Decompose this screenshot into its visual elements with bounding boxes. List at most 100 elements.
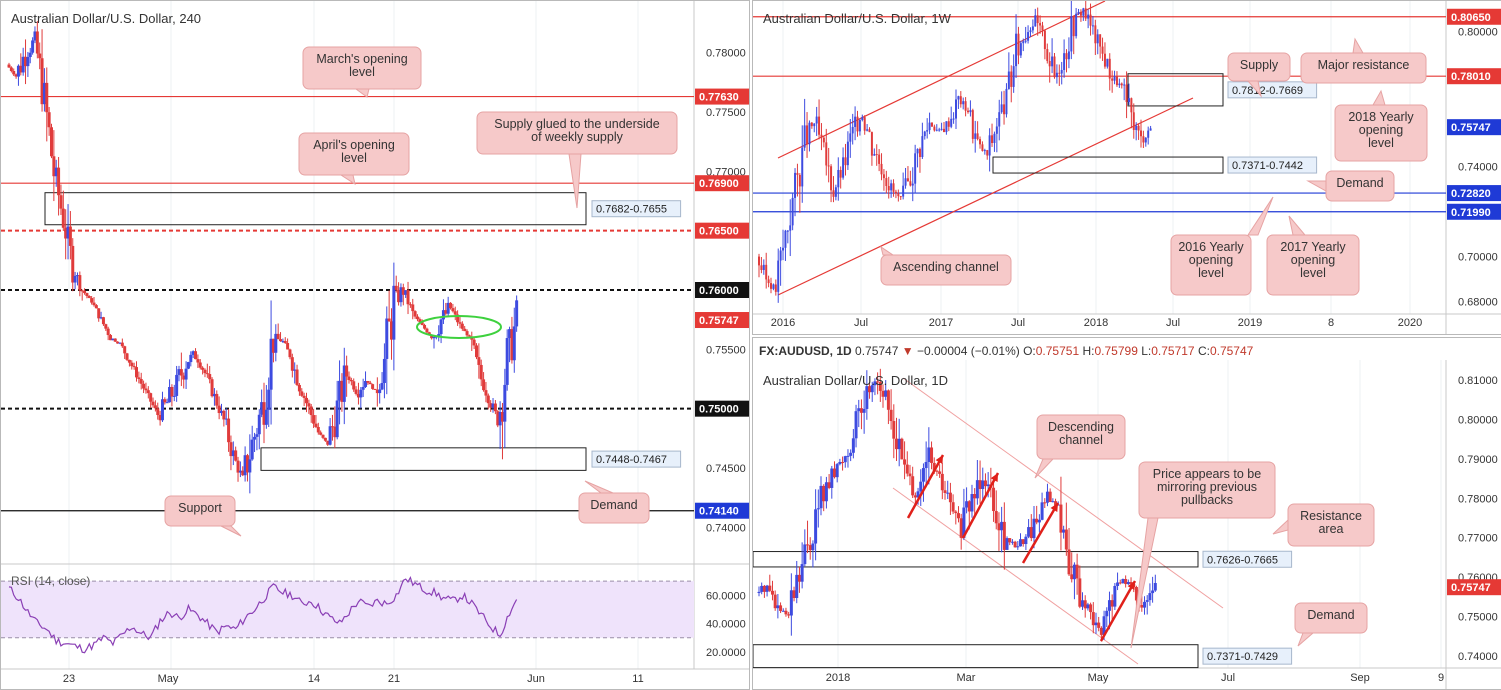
weekly-candle — [950, 118, 953, 127]
daily-symbol: FX:AUDUSD, 1D — [759, 344, 852, 358]
daily-chart-svg[interactable]: 0.810000.800000.790000.780000.770000.760… — [753, 338, 1501, 689]
h4-price-label-bg — [695, 400, 749, 417]
h4-candle — [385, 318, 389, 359]
h4-candle — [309, 406, 313, 416]
h4-candle — [257, 414, 261, 435]
weekly-price-label-bg — [1447, 8, 1501, 25]
daily-info-bar: FX:AUDUSD, 1D 0.75747 ▼ −0.00004 (−0.01%… — [759, 344, 1254, 358]
daily-resistance-zone-label-bg — [1202, 550, 1293, 568]
h4-candle — [439, 319, 443, 335]
daily-candle — [1116, 582, 1120, 586]
weekly-candle — [1017, 33, 1020, 56]
weekly-y-tick: 0.74000 — [1458, 162, 1498, 174]
daily-candle — [1021, 539, 1025, 545]
daily-open: 0.75751 — [1035, 344, 1080, 358]
h4-candle — [503, 384, 507, 422]
weekly-candle — [774, 284, 777, 292]
daily-candle — [940, 473, 944, 491]
daily-candle — [919, 481, 923, 492]
h4-candle — [425, 328, 429, 333]
weekly-demand-callout-text: Demand — [1336, 176, 1383, 190]
h4-candle — [271, 338, 275, 353]
weekly-candle — [1115, 76, 1118, 86]
h4-candle — [184, 368, 188, 380]
h4-candle — [215, 393, 219, 406]
h4-rsi-tick: 20.0000 — [706, 647, 746, 659]
weekly-candle — [967, 110, 970, 113]
daily-candle — [959, 518, 963, 538]
daily-price-label-bg — [1447, 579, 1501, 596]
h4-candle — [486, 395, 490, 404]
weekly-candle — [1041, 25, 1044, 31]
h4-candle — [156, 408, 160, 416]
h4-candle — [255, 434, 259, 437]
h4-candle — [137, 377, 141, 380]
h4-candle — [168, 386, 172, 403]
h4-candle — [71, 245, 75, 283]
daily-pullback-arrow — [1099, 580, 1137, 642]
h4-y-tick: 0.75500 — [706, 344, 746, 356]
h4-candle — [21, 56, 25, 73]
h4-candle — [250, 439, 254, 460]
daily-candle — [762, 585, 766, 592]
weekly-candle — [897, 193, 900, 197]
weekly-candle — [1029, 30, 1032, 33]
daily-candle — [897, 438, 901, 450]
weekly-channel-upper — [777, 1, 1106, 159]
h4-x-tick: 23 — [63, 673, 75, 685]
daily-candle — [1059, 504, 1063, 533]
down-arrow-icon: ▼ — [901, 344, 914, 358]
daily-candle — [943, 490, 947, 493]
weekly-x-tick: Jul — [854, 317, 868, 329]
daily-candle — [1005, 538, 1009, 550]
h4-demand-callout-box — [578, 492, 650, 524]
weekly-chart-svg[interactable]: 0.800000.780000.740000.720000.700000.680… — [753, 1, 1501, 334]
daily-candle — [1056, 504, 1060, 506]
h4-candle — [231, 450, 235, 457]
h4-candle — [307, 403, 311, 407]
weekly-chart-panel[interactable]: Australian Dollar/U.S. Dollar, 1W 0.8000… — [752, 0, 1501, 335]
daily-candle — [868, 386, 872, 393]
h4-candle — [68, 226, 72, 246]
weekly-candle — [969, 110, 972, 113]
h4-chart-svg[interactable]: 0.780000.775000.770000.765000.760000.755… — [1, 1, 749, 689]
h4-candle — [319, 432, 323, 435]
h4-candle — [300, 391, 304, 396]
daily-low: 0.75717 — [1151, 344, 1195, 358]
daily-candle — [1013, 541, 1017, 548]
h4-candle — [35, 31, 39, 54]
daily-candle — [814, 509, 818, 544]
weekly-candle — [1149, 128, 1152, 131]
h4-candle — [392, 285, 396, 340]
weekly-candle — [1012, 66, 1015, 87]
weekly-2018-callout-text: 2018 Yearly — [1348, 110, 1414, 124]
daily-candle — [886, 390, 890, 410]
h4-y-tick: 0.77500 — [706, 107, 746, 119]
daily-candle — [876, 381, 880, 383]
daily-candle — [1102, 616, 1106, 635]
weekly-candle — [995, 126, 998, 134]
h4-candle — [210, 379, 214, 397]
daily-candle — [1081, 600, 1085, 607]
daily-mirror-callout-tail — [1130, 517, 1159, 649]
daily-candle — [1029, 527, 1033, 539]
daily-chart-panel[interactable]: FX:AUDUSD, 1D 0.75747 ▼ −0.00004 (−0.01%… — [752, 337, 1501, 690]
h4-demand-callout: Demand — [578, 480, 650, 524]
weekly-candle — [1055, 72, 1058, 78]
weekly-candle — [770, 283, 773, 289]
weekly-x-tick: Jul — [1166, 317, 1180, 329]
weekly-2016-callout-tail — [1247, 196, 1274, 236]
weekly-candle — [962, 101, 965, 105]
h4-chart-panel[interactable]: Australian Dollar/U.S. Dollar, 240 0.780… — [0, 0, 750, 690]
daily-channel-callout-text: Descending — [1048, 420, 1114, 434]
daily-candle — [913, 495, 917, 498]
h4-candle — [191, 351, 195, 355]
daily-candle — [1105, 610, 1109, 617]
weekly-candle — [760, 265, 763, 271]
weekly-candle — [894, 191, 897, 194]
h4-candle — [352, 381, 356, 390]
weekly-candle — [863, 117, 866, 131]
h4-candle — [203, 369, 207, 374]
weekly-candle — [801, 147, 804, 187]
